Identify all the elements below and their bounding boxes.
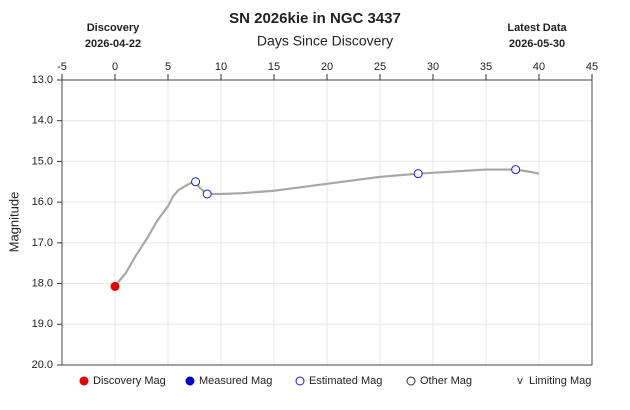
left-date: 2026-04-22 (85, 38, 141, 50)
legend-marker (406, 376, 416, 386)
x-tick-label: 10 (215, 61, 227, 73)
x-tick-label: 30 (427, 61, 439, 73)
legend-label: Measured Mag (199, 375, 272, 387)
chart-title: SN 2026kie in NGC 3437 (229, 10, 401, 27)
left-header: Discovery (87, 22, 140, 34)
legend-marker (79, 376, 89, 386)
legend-label: Estimated Mag (309, 375, 382, 387)
x-tick-label: 40 (533, 61, 545, 73)
x-tick-label: 0 (112, 61, 118, 73)
data-point (110, 281, 120, 291)
data-point (191, 177, 201, 187)
legend-marker (185, 376, 195, 386)
x-tick-label: 25 (374, 61, 386, 73)
legend-label: Other Mag (420, 375, 472, 387)
legend-marker: v (517, 375, 523, 387)
x-tick-label: 5 (165, 61, 171, 73)
data-point (511, 165, 521, 175)
right-date: 2026-05-30 (509, 38, 565, 50)
y-axis-title: Magnitude (6, 192, 21, 253)
y-tick-label: 17.0 (32, 237, 53, 249)
x-tick-label: 35 (480, 61, 492, 73)
x-tick-label: -5 (57, 61, 67, 73)
y-tick-label: 20.0 (32, 359, 53, 371)
legend-marker (295, 376, 305, 386)
plot-frame (61, 79, 593, 366)
x-tick-label: 20 (321, 61, 333, 73)
y-tick-label: 16.0 (32, 196, 53, 208)
data-point (202, 189, 212, 199)
legend-label: Limiting Mag (529, 375, 591, 387)
x-tick-label: 15 (268, 61, 280, 73)
y-tick-label: 18.0 (32, 277, 53, 289)
x-axis-title: Days Since Discovery (257, 33, 393, 49)
y-tick-label: 19.0 (32, 318, 53, 330)
legend-label: Discovery Mag (93, 375, 166, 387)
y-tick-label: 13.0 (32, 74, 53, 86)
x-tick-label: 45 (586, 61, 598, 73)
right-header: Latest Data (507, 22, 567, 34)
data-point (413, 169, 423, 179)
y-tick-label: 15.0 (32, 155, 53, 167)
y-tick-label: 14.0 (32, 115, 53, 127)
